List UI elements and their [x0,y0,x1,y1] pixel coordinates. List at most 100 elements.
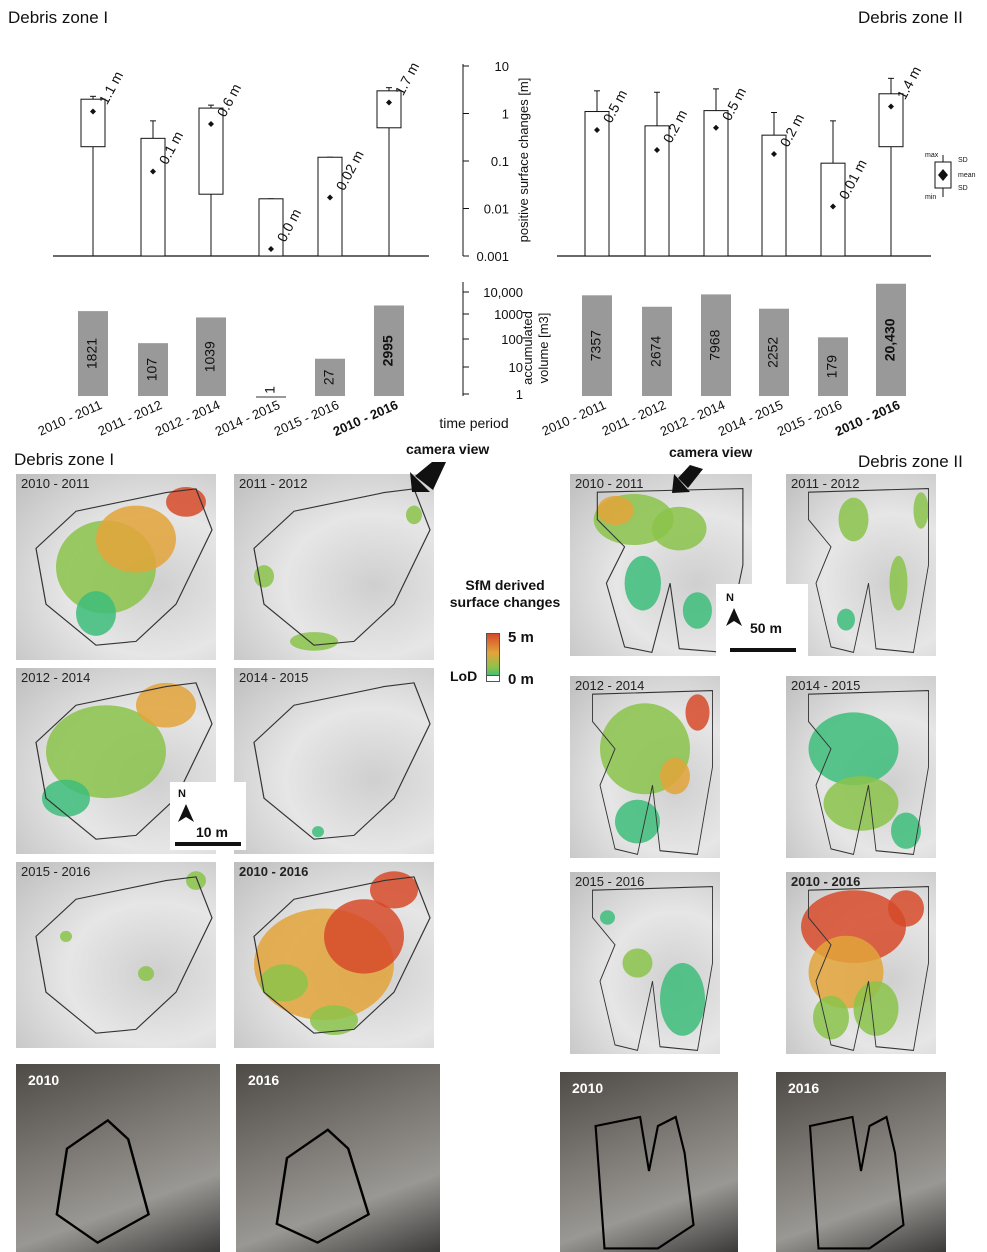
photo-zone1-2010: 2010 [16,1064,220,1252]
map-zone2-2012-2014-label: 2012 - 2014 [575,678,645,693]
debris-outline [808,886,929,1051]
photo-zone1-2016-outline-layer [275,1128,371,1244]
zone1-bar-bar [315,358,345,396]
zone1-box-box [376,90,402,129]
scale-bar-zone1 [175,842,241,846]
map-zone1-2015-2016: 2015 - 2016 [16,862,216,1048]
change-patch [624,555,661,611]
zone2-bar-value-label: 179 [824,355,840,379]
bottom-axis-tick-label: 1000 [494,307,523,322]
zone1-boxplot: 1.1 m0.1 m0.6 m0.0 m0.02 m1.7 m [53,60,429,257]
zone2-box-mean-label: 0.5 m [719,85,750,123]
bottom-axis-tick-label: 10,000 [483,285,523,300]
bottom-axis-tick-label: 1 [516,387,523,402]
map-zone2-2014-2015-overlay [808,690,929,855]
map-zone1-2014-2015-label: 2014 - 2015 [239,670,309,685]
zone1-bar-value-label: 2995 [380,335,396,366]
photo-zone2-2016: 2016 [776,1072,946,1252]
zone2-bar-value-label: 2252 [765,337,781,368]
legend-title-line1: SfM derived [465,577,545,593]
boxplot-legend-mean: mean [958,172,976,179]
top-axis-tick-label: 10 [495,59,509,74]
map-zone1-2010-2016-overlay [253,871,431,1035]
zone1-bar-value-label: 107 [144,358,160,382]
zone1-box-mean-label: 0.6 m [214,81,245,119]
map-zone2-2015-2016-overlay [592,886,713,1051]
zone2-box-box [703,110,729,257]
change-patch [622,948,653,978]
debris-outline [594,1115,695,1250]
photo-zone1-2010-outline-layer [55,1118,151,1244]
zone1-bar-value-label: 1 [262,386,278,394]
map-zone1-2011-2012-overlay [253,488,431,651]
map-zone2-2014-2015-label: 2014 - 2015 [791,678,861,693]
zone2-bar-bar [582,295,612,396]
map-zone2-2012-2014-overlay [592,690,713,855]
scale-distance-zone2: 50 m [750,620,782,636]
zone1-bar-category-label: 2010 - 2016 [331,397,401,439]
legend-title-line2: surface changes [449,594,561,610]
zone1-maps-title: Debris zone I [14,450,115,469]
change-patch [660,963,705,1036]
top-axis-title: positive surface changes [m] [516,78,531,243]
map-zone1-2015-2016-label: 2015 - 2016 [21,864,91,879]
change-patch [913,492,929,529]
debris-outline [253,682,431,840]
time-period-label: time period [439,415,508,431]
change-patch [660,757,690,795]
bottom-axis-title-line2: volume [m3] [536,313,551,384]
debris-outline [596,488,744,653]
top-axis-tick-label: 0.001 [476,249,509,264]
photo-zone1-2010-label: 2010 [28,1072,60,1088]
change-patch [136,682,196,728]
zone1-bar-category-label: 2015 - 2016 [272,397,342,439]
legend-min-label: 0 m [508,671,534,688]
change-patch [260,964,308,1002]
zone2-box-mean-label: 1.4 m [894,64,925,102]
debris-outline [253,488,431,646]
change-patch [891,812,921,849]
debris-outline [808,488,929,653]
north-arrow-zone2-icon [726,608,742,626]
change-patch [138,966,154,982]
legend-title: SfM derived surface changes [440,577,570,611]
shared-axes: 10 1 0.1 0.01 0.001 positive surface changes … [439,59,551,431]
zone1-box-mean-point [208,121,214,128]
map-zone2-2010-2016: 2010 - 2016 [786,872,936,1054]
photo-zone1-2016-label: 2016 [248,1072,280,1088]
map-zone2-2010-2011: 2010 - 2011 [570,474,752,656]
change-patch [808,712,899,786]
zone2-bar-bar [876,283,906,396]
zone1-bar-value-label: 1821 [84,338,100,369]
debris-outline [275,1128,371,1244]
map-zone2-2010-2011-label: 2010 - 2011 [575,476,644,491]
change-patch [651,506,707,551]
zone1-box-box [80,98,106,148]
legend-mean-point [938,169,948,181]
zone2-boxplot: 0.5 m0.2 m0.5 m0.2 m0.01 m1.4 m [557,64,931,257]
change-patch [838,497,869,542]
map-zone1-2010-2011-label: 2010 - 2011 [21,476,90,491]
zone1-bar-category-label: 2014 - 2015 [213,397,283,439]
scale-box-zone2: N 50 m [716,584,808,662]
change-patch [685,694,710,731]
zone1-bar-category-label: 2010 - 2011 [36,397,105,439]
debris-outline [808,690,929,855]
zone2-bar-category-label: 2010 - 2011 [540,397,609,439]
zone2-box-box [644,125,670,257]
change-patch [186,871,206,890]
photo-zone2-2010-outline-layer [594,1115,695,1250]
change-patch [290,632,338,651]
boxplot-legend-sd_top: SD [958,157,968,164]
map-zone1-2010-2016-label: 2010 - 2016 [239,864,309,879]
zone2-box-box [584,111,610,257]
debris-outline [592,690,713,855]
zone2-title: Debris zone II [858,8,963,27]
map-zone2-2010-2016-overlay [801,886,929,1051]
charts-svg: 1.1 m0.1 m0.6 m0.0 m0.02 m1.7 m 1821 2010… [36,59,976,439]
north-label-zone2: N [726,592,734,604]
zone1-box-mean-point [386,99,392,106]
map-zone1-2012-2014-overlay [35,682,213,840]
scale-bar-zone2 [730,648,796,652]
zone1-box-box [198,107,224,195]
